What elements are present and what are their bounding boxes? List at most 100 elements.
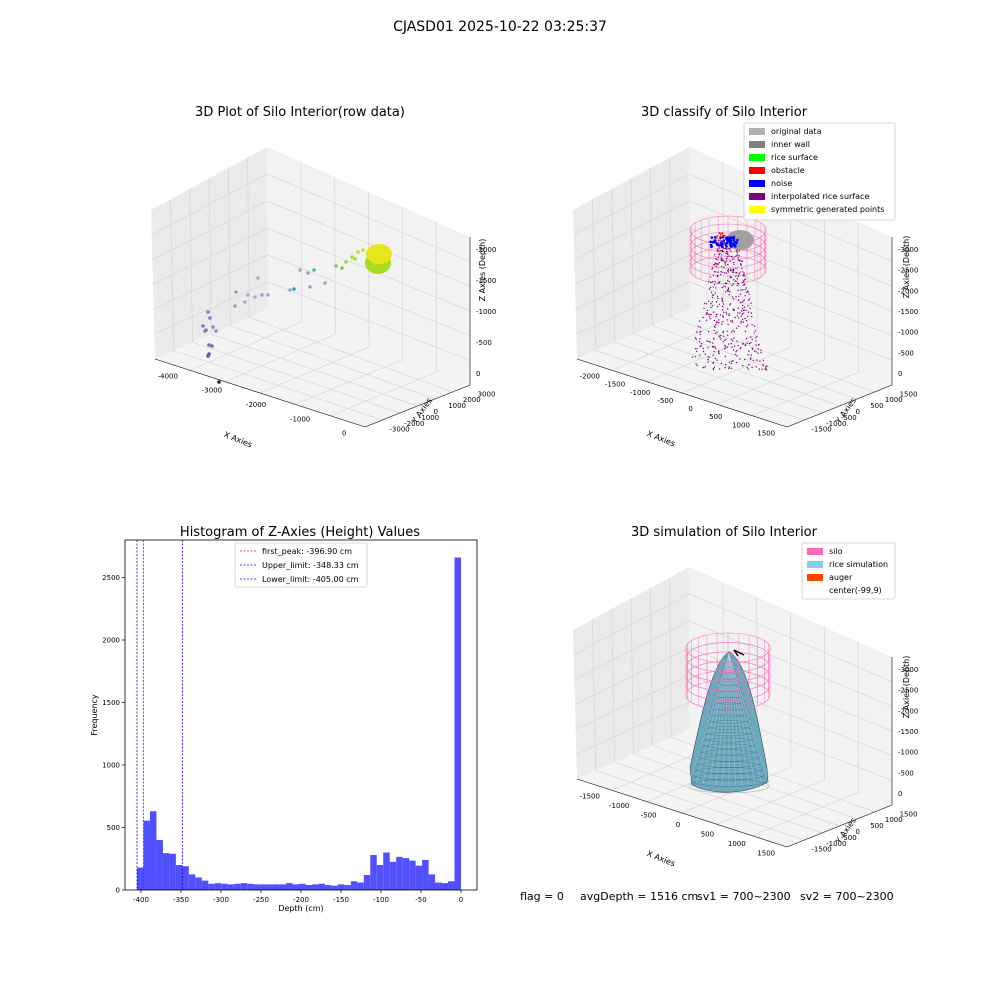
panel2-interpolated-point xyxy=(712,368,715,370)
panel2-interpolated-point xyxy=(729,303,732,305)
panel2-interpolated-point xyxy=(714,262,716,264)
panel1-xtick-label: -3000 xyxy=(202,387,222,395)
panel2-interpolated-point xyxy=(715,257,717,260)
panel2-interpolated-point xyxy=(706,309,709,311)
panel2-interpolated-point xyxy=(726,346,729,348)
panel2-xtick-label: 500 xyxy=(709,413,722,421)
histogram-bar xyxy=(383,852,390,890)
panel2-interpolated-point xyxy=(751,338,753,341)
panel2-interpolated-point xyxy=(726,251,728,253)
panel4-ytick-label: -1500 xyxy=(811,846,831,854)
panel1-ytick-label: -3000 xyxy=(389,426,409,434)
panel2-interpolated-point xyxy=(735,296,737,298)
panel4-xtick-label: 0 xyxy=(676,821,680,829)
panel2-interpolated-point xyxy=(703,307,705,310)
panel2-interpolated-point xyxy=(716,250,719,252)
panel2-interpolated-point xyxy=(720,259,722,262)
panel2-interpolated-point xyxy=(699,326,701,328)
panel2-pane-left xyxy=(573,147,690,359)
panel2-noise-point xyxy=(722,239,725,242)
legend-label-center: center(-99,9) xyxy=(829,586,882,595)
panel2-interpolated-point xyxy=(747,299,749,301)
panel1-zlabel: Z Axies (Depth) xyxy=(478,239,487,302)
legend-swatch-interpolated xyxy=(749,193,765,200)
panel2-interpolated-point xyxy=(716,295,719,298)
panel1-data-point xyxy=(266,293,270,297)
panel2-interpolated-point xyxy=(716,248,719,251)
panel2-interpolated-point xyxy=(727,270,729,272)
panel2-interpolated-point xyxy=(732,349,735,351)
panel2-interpolated-point xyxy=(742,304,744,307)
panel2-interpolated-point xyxy=(699,338,701,340)
panel2-interpolated-point xyxy=(729,276,731,278)
histogram-xtick-label: 0 xyxy=(459,896,463,904)
histogram-bar xyxy=(286,883,293,890)
histogram-xtick-label: -50 xyxy=(415,896,426,904)
legend-label-rice-surface: rice surface xyxy=(771,153,818,162)
panel2-interpolated-point xyxy=(721,300,724,303)
panel2-xtick-label: 0 xyxy=(688,405,692,413)
panel2-interpolated-point xyxy=(722,305,724,308)
panel2-points xyxy=(691,230,768,371)
panel2-noise-point xyxy=(729,239,733,242)
panel2-interpolated-point xyxy=(721,309,724,311)
panel4-ytick-label: 500 xyxy=(870,822,883,830)
panel1-ytick-label: 3000 xyxy=(478,390,496,398)
panel2-interpolated-point xyxy=(731,346,733,348)
histogram-bar xyxy=(422,860,429,890)
histogram-frame xyxy=(124,539,478,891)
panel2-interpolated-point xyxy=(726,289,729,292)
panel2-interpolated-point xyxy=(752,348,754,350)
panel2-interpolated-point xyxy=(757,352,759,354)
histogram-xtick-label: -200 xyxy=(293,896,309,904)
panel2-interpolated-point xyxy=(707,356,709,358)
panel2-interpolated-point xyxy=(730,269,732,272)
panel1-ztick-label: -1000 xyxy=(476,308,496,316)
panel2-ztick-label: 0 xyxy=(898,370,902,378)
panel2-interpolated-point xyxy=(722,331,724,333)
panel2-interpolated-point xyxy=(725,338,727,340)
panel2-interpolated-point xyxy=(742,280,745,282)
panel2-interpolated-point xyxy=(741,301,743,304)
panel2-xtick-label: -1000 xyxy=(630,389,650,397)
panel2-interpolated-point xyxy=(722,259,724,262)
panel1-data-point xyxy=(308,285,312,289)
panel2-interpolated-point xyxy=(732,309,735,312)
status-flag: flag = 0 xyxy=(520,890,564,903)
panel1-data-point xyxy=(323,281,327,285)
panel1-data-point xyxy=(334,264,338,268)
panel2-interpolated-point xyxy=(747,315,749,318)
histogram-xtick-label: -300 xyxy=(213,896,229,904)
panel1-data-point xyxy=(214,329,218,333)
panel2-interpolated-point xyxy=(722,316,724,318)
panel2-interpolated-point xyxy=(742,289,744,291)
panel2-interpolated-point xyxy=(732,283,734,285)
histogram-bar xyxy=(376,865,384,890)
panel2-interpolated-point xyxy=(736,284,738,287)
panel2-interpolated-point xyxy=(727,287,730,289)
rice-simulation-meridian xyxy=(728,653,743,785)
panel2-interpolated-point xyxy=(696,331,698,333)
panel2-interpolated-point xyxy=(715,271,717,273)
panel2-interpolated-point xyxy=(705,319,708,321)
rice-simulation-meridian xyxy=(709,653,730,785)
histogram-bar xyxy=(454,557,461,890)
histogram-bar xyxy=(324,885,332,890)
panel1-data-point xyxy=(344,260,348,264)
panel2-interpolated-point xyxy=(745,325,748,328)
panel2-interpolated-point xyxy=(723,272,726,274)
panel2-interpolated-point xyxy=(742,365,744,367)
panel2-interpolated-point xyxy=(720,258,722,260)
panel2-interpolated-point xyxy=(737,344,739,347)
histogram-bar xyxy=(260,884,267,890)
histogram-bar xyxy=(221,883,228,890)
panel2-noise-point xyxy=(729,244,733,248)
histogram-bar xyxy=(441,883,449,890)
legend-swatch-noise xyxy=(749,180,765,187)
panel2-interpolated-point xyxy=(756,359,758,361)
panel2-interpolated-point xyxy=(726,256,728,258)
panel2-interpolated-point xyxy=(738,317,740,319)
panel2-interpolated-point xyxy=(717,319,720,321)
panel4-ztick-label: -2000 xyxy=(898,707,918,715)
panel2-interpolated-point xyxy=(727,279,729,282)
